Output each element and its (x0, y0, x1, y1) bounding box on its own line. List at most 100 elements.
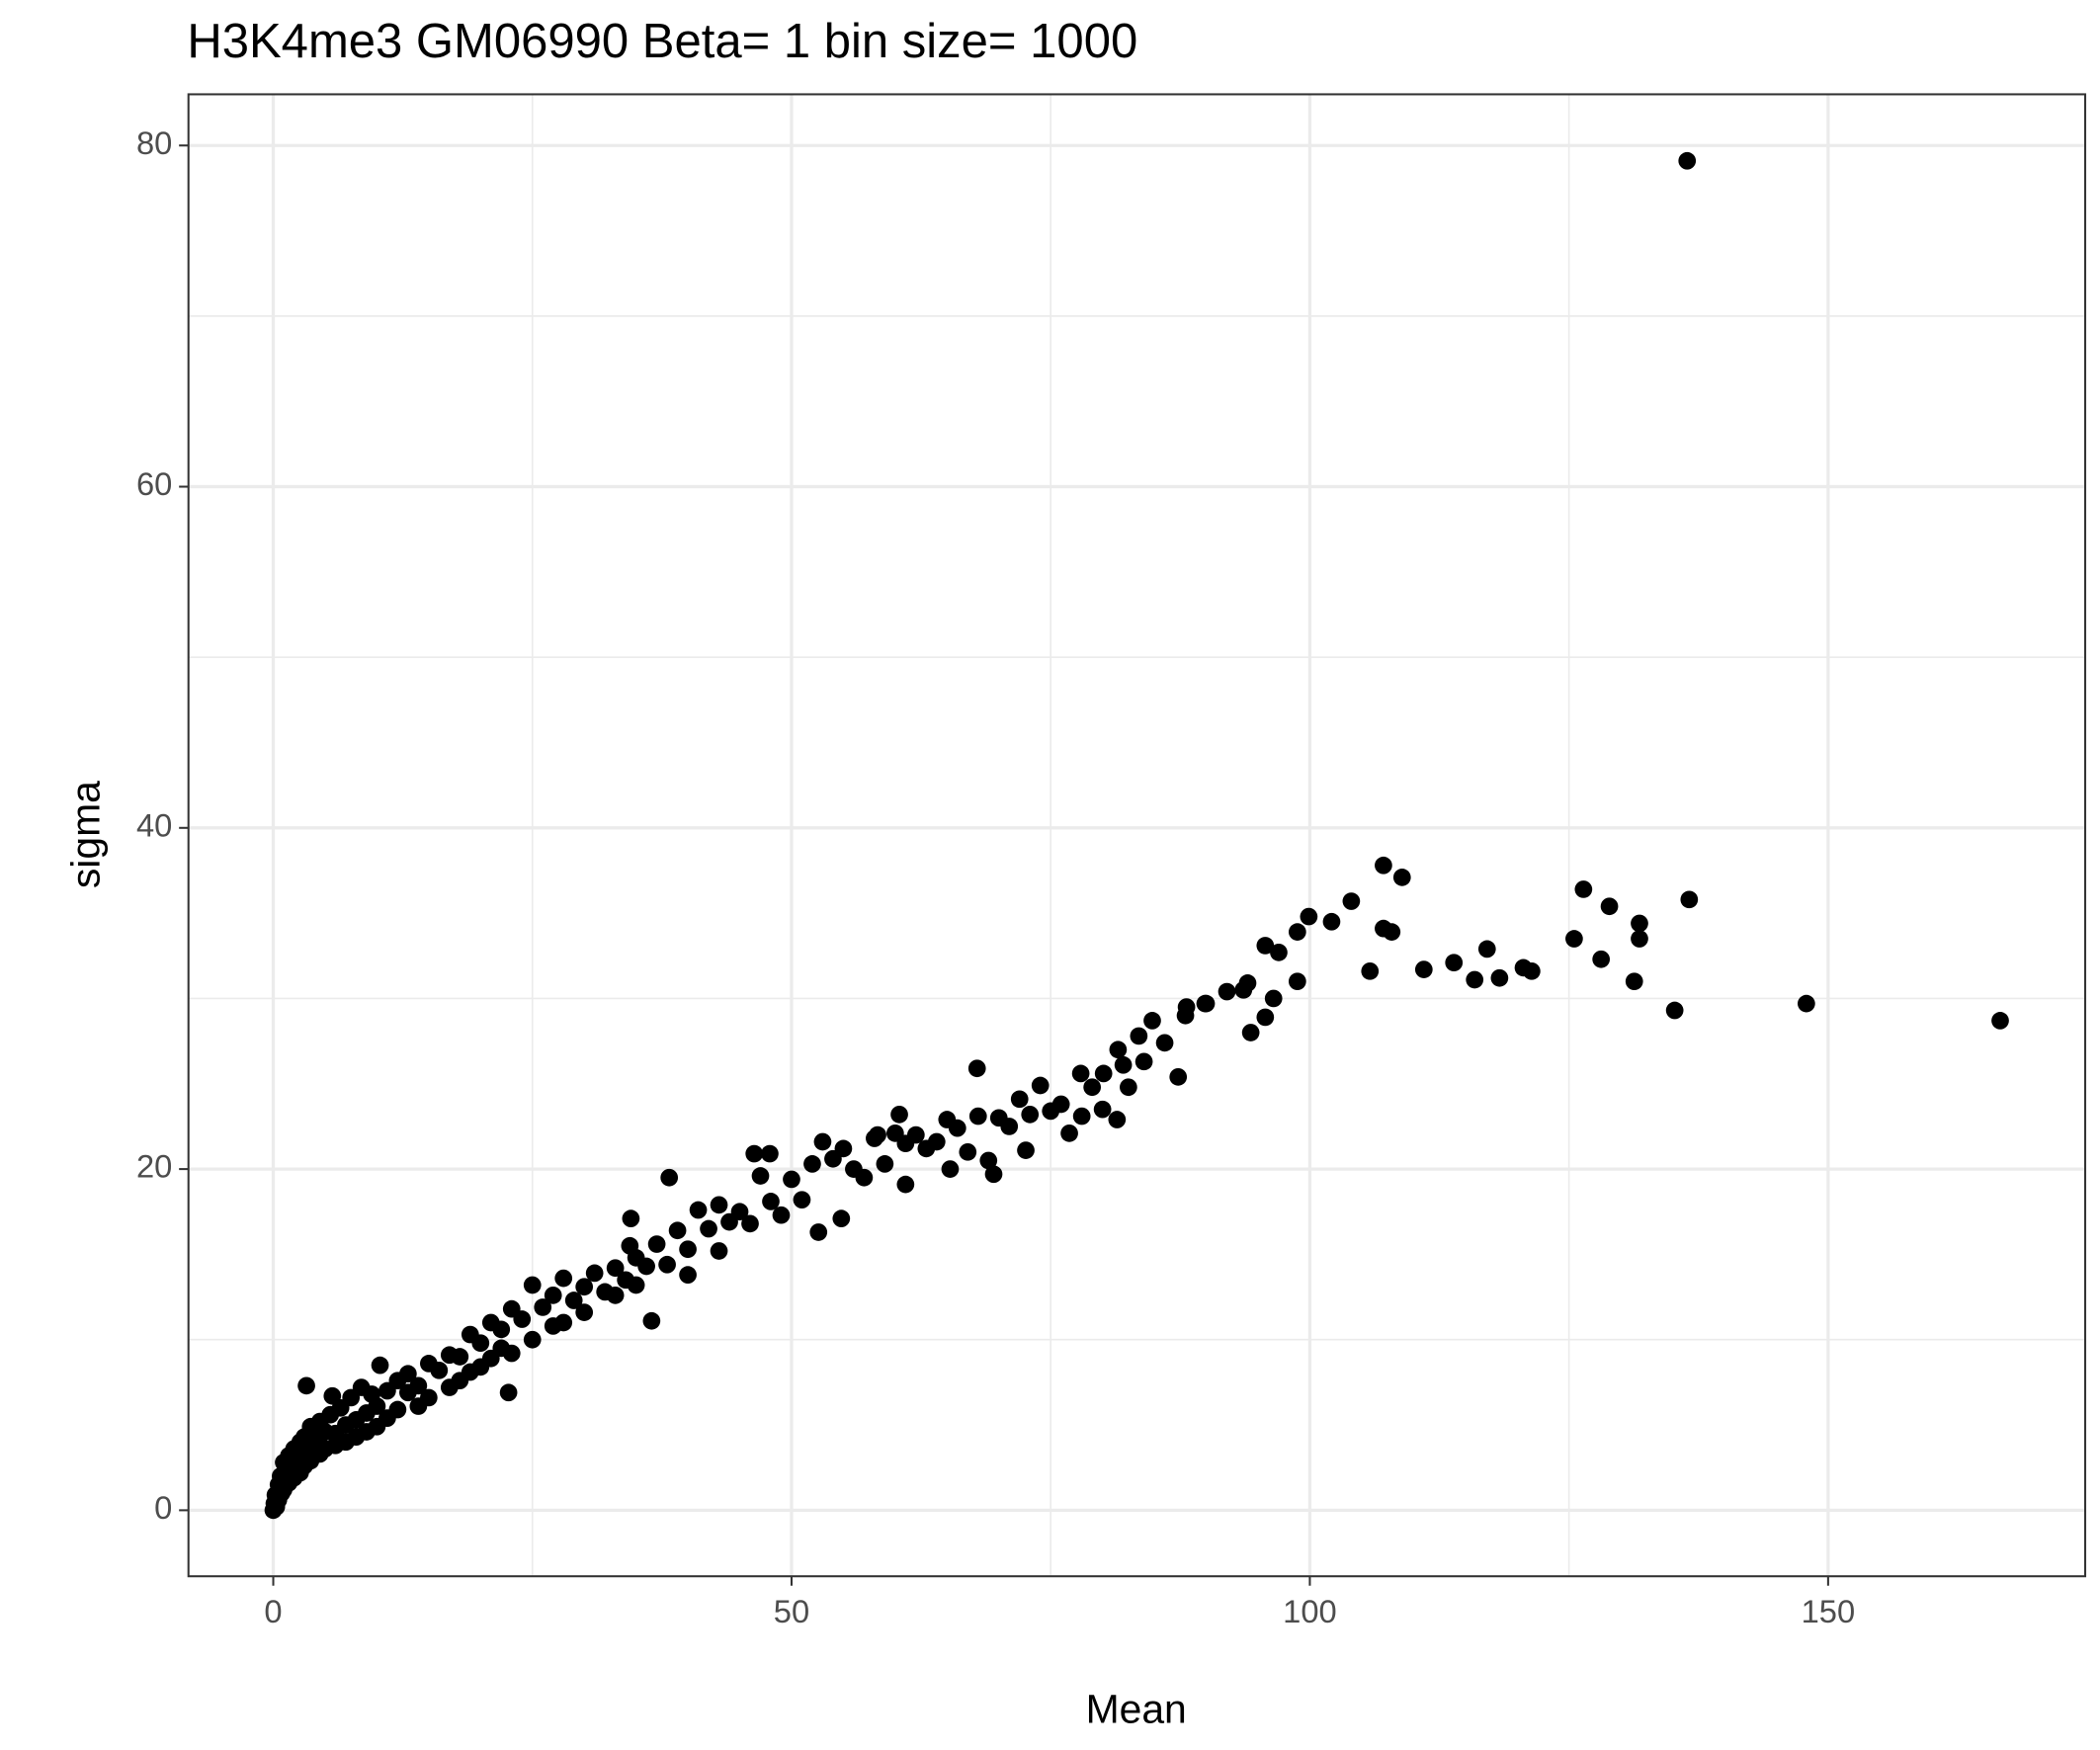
point (927, 1132, 946, 1151)
point (1680, 890, 1699, 909)
point (745, 1144, 764, 1163)
point (575, 1278, 594, 1296)
point (1322, 912, 1341, 931)
point (1256, 937, 1275, 955)
x-tick-label: 0 (264, 1593, 282, 1629)
point (554, 1269, 573, 1288)
point (803, 1155, 821, 1173)
point (419, 1388, 438, 1407)
point (1342, 892, 1361, 910)
point (1445, 954, 1464, 972)
point (1083, 1078, 1102, 1097)
point (793, 1191, 811, 1209)
point (1270, 943, 1288, 961)
point (967, 1059, 986, 1078)
point (1631, 930, 1648, 948)
point (388, 1400, 407, 1419)
point (1060, 1124, 1078, 1142)
point (658, 1255, 676, 1274)
point (1361, 961, 1380, 980)
point (1631, 914, 1648, 933)
point (637, 1257, 655, 1276)
point (1109, 1041, 1128, 1059)
point (1477, 940, 1496, 958)
point (761, 1144, 779, 1163)
point (451, 1348, 469, 1366)
point (1288, 923, 1306, 941)
point (1114, 1055, 1133, 1074)
point (896, 1175, 915, 1194)
point (492, 1320, 511, 1339)
point (1234, 980, 1253, 999)
chart-title: H3K4me3 GM06990 Beta= 1 bin size= 1000 (187, 15, 1137, 68)
y-tick-label: 60 (136, 465, 172, 502)
point (399, 1365, 417, 1383)
point (1383, 923, 1401, 941)
point (585, 1264, 604, 1283)
point (1071, 1064, 1090, 1083)
x-tick-label: 50 (774, 1593, 809, 1629)
point (948, 1119, 966, 1137)
point (1177, 998, 1196, 1016)
point (679, 1266, 697, 1284)
point (1514, 958, 1533, 977)
point (855, 1168, 874, 1187)
point (1264, 989, 1283, 1008)
y-tick-label: 0 (154, 1489, 172, 1526)
point (1072, 1107, 1091, 1125)
point (700, 1219, 717, 1238)
point (647, 1235, 666, 1253)
point (534, 1298, 552, 1316)
point (622, 1209, 640, 1228)
point (772, 1206, 791, 1224)
point (1134, 1052, 1153, 1071)
point (1017, 1141, 1035, 1159)
point (1490, 968, 1509, 987)
x-tick-label: 100 (1283, 1593, 1337, 1629)
point (809, 1223, 828, 1241)
y-tick-label: 20 (136, 1148, 172, 1185)
point (642, 1311, 661, 1330)
point (297, 1376, 315, 1395)
point (575, 1303, 594, 1321)
point (832, 1209, 851, 1228)
axes: 0 50 100 150 0 20 40 60 80 (136, 125, 1855, 1629)
point (499, 1383, 518, 1402)
point (371, 1356, 389, 1375)
point (710, 1196, 728, 1214)
point (1108, 1111, 1127, 1128)
point (1155, 1034, 1174, 1052)
point (906, 1125, 925, 1144)
point (1798, 994, 1815, 1013)
point (471, 1334, 490, 1353)
point (1565, 930, 1583, 948)
point (1094, 1064, 1113, 1083)
point (783, 1170, 800, 1189)
point (1414, 960, 1433, 978)
point (1120, 1078, 1137, 1097)
point (813, 1132, 832, 1151)
point (941, 1160, 960, 1178)
point (627, 1276, 645, 1294)
point (1021, 1105, 1040, 1124)
point (502, 1344, 521, 1363)
point (1241, 1024, 1260, 1042)
point (564, 1292, 583, 1309)
point (323, 1386, 342, 1405)
point (890, 1105, 908, 1124)
point (1196, 994, 1215, 1013)
point (968, 1107, 987, 1125)
point (959, 1142, 977, 1161)
point (1143, 1012, 1161, 1030)
point (1392, 869, 1411, 886)
point (1991, 1012, 2009, 1030)
point (660, 1168, 679, 1187)
point (1130, 1027, 1148, 1045)
point (1466, 970, 1484, 989)
point (523, 1276, 542, 1294)
points (264, 151, 2009, 1520)
grid (188, 94, 2086, 1577)
point (1000, 1118, 1019, 1135)
point (834, 1139, 853, 1158)
